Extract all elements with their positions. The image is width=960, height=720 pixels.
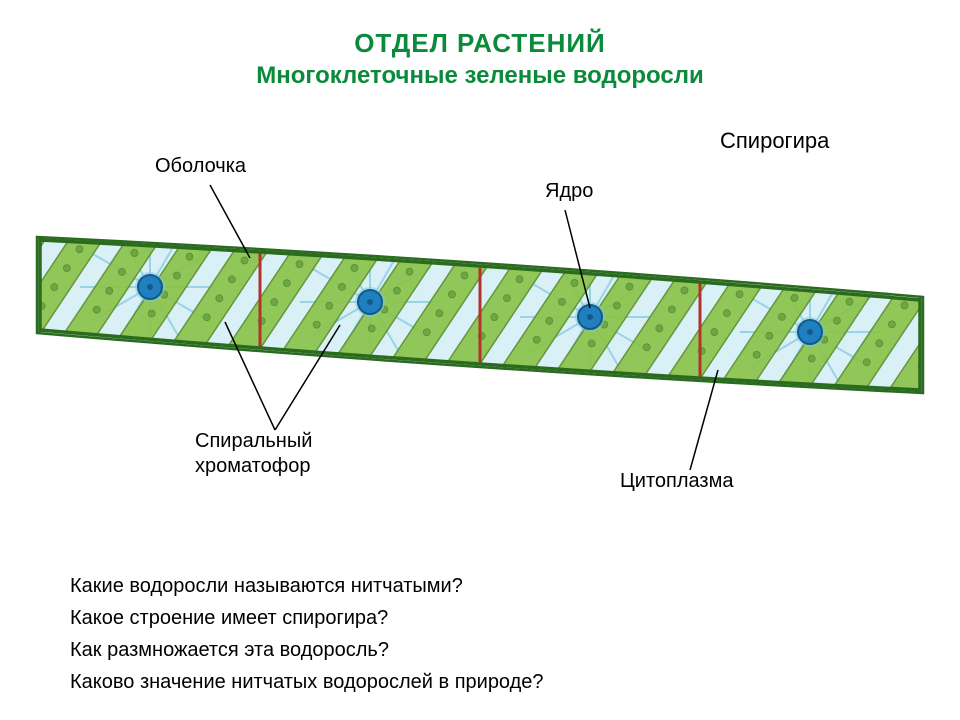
question-4: Каково значение нитчатых водорослей в пр… <box>70 666 544 698</box>
question-2: Какое строение имеет спирогира? <box>70 602 544 634</box>
question-1: Какие водоросли называются нитчатыми? <box>70 570 544 602</box>
question-3: Как размножается эта водоросль? <box>70 634 544 666</box>
questions-block: Какие водоросли называются нитчатыми? Ка… <box>70 570 544 698</box>
